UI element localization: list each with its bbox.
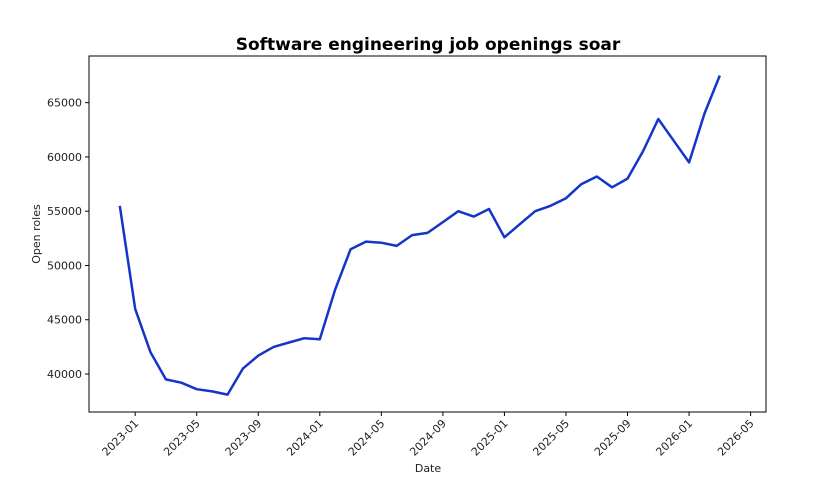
line-series [118,75,721,396]
x-axis-label: Date [415,462,442,475]
y-tick-label: 60000 [47,151,82,164]
y-axis-label: Open roles [30,204,43,264]
y-tick-label: 40000 [47,368,82,381]
chart-title: Software engineering job openings soar [236,35,621,55]
plot-frame [88,55,767,413]
y-tick-label: 45000 [47,314,82,327]
y-tick-label: 55000 [47,205,82,218]
y-tick-label: 50000 [47,259,82,272]
y-tick-label: 65000 [47,97,82,110]
